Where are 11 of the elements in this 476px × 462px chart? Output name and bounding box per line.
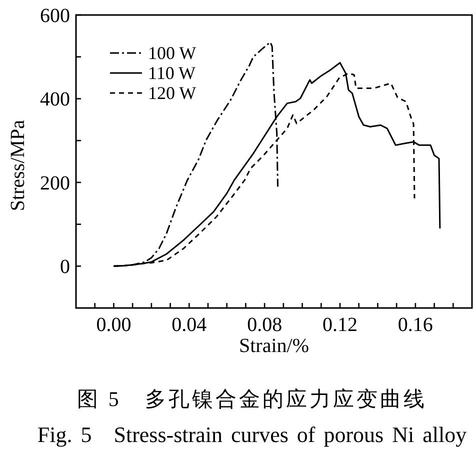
- x-tick-label: 0.00: [96, 314, 132, 336]
- x-tick-label: 0.04: [172, 314, 207, 336]
- y-tick-label: 600: [40, 5, 70, 27]
- x-axis-title: Strain/%: [239, 335, 309, 357]
- y-tick-label: 400: [40, 88, 70, 111]
- x-tick-label: 0.12: [322, 314, 358, 336]
- x-tick-label: 0.16: [398, 314, 433, 336]
- y-tick-label: 0: [60, 256, 70, 278]
- x-tick-label: 0.08: [247, 314, 282, 336]
- y-tick-label: 200: [40, 172, 70, 194]
- y-axis-title: Stress/MPa: [7, 120, 29, 212]
